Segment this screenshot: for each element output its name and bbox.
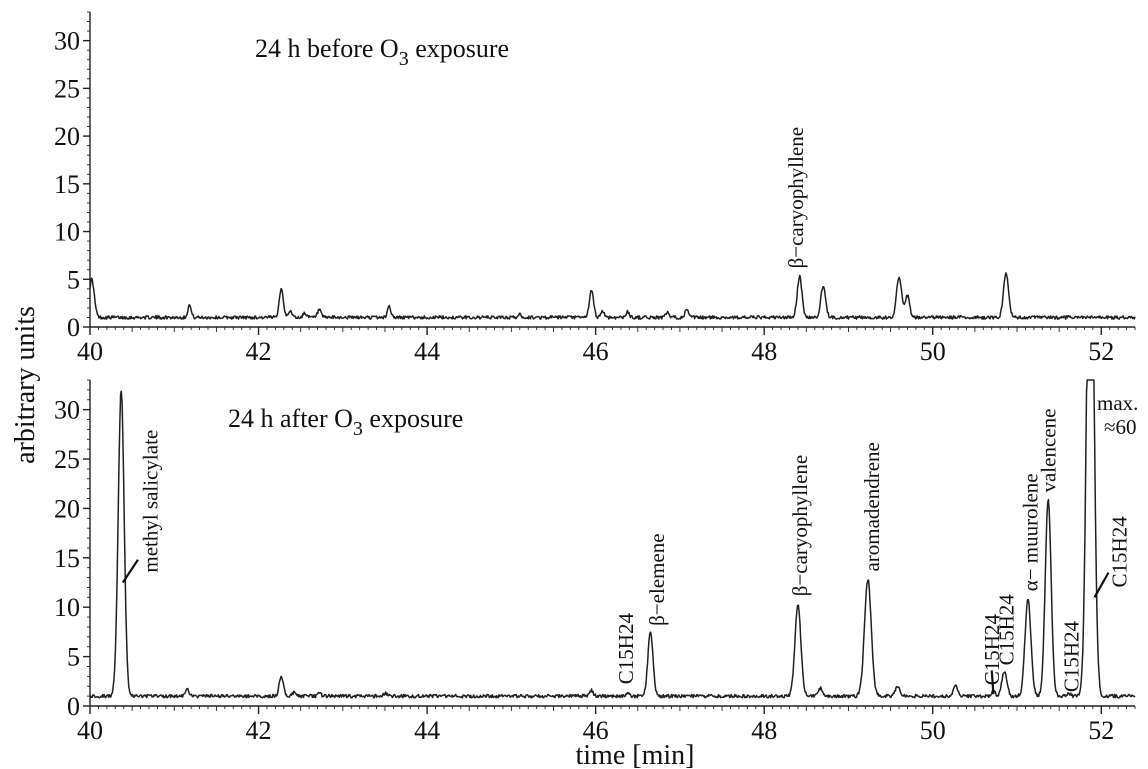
peak-label: α− muurolene <box>1018 473 1042 591</box>
x-tick-label: 52 <box>1088 716 1114 745</box>
peak-label: C15H24 <box>995 594 1019 666</box>
x-tick-label: 44 <box>414 337 440 366</box>
peak-label: C15H24 <box>1060 620 1084 692</box>
axes-top <box>83 11 1136 335</box>
peak-label: β−caryophyllene <box>788 455 812 596</box>
y-tick-label: 20 <box>54 122 80 151</box>
panel-before-exposure: 24 h before O3 exposure 0 5 10 15 20 25 30 40 42… <box>54 11 1136 366</box>
peak-annotations-bottom: methyl salicylate C15H24 β−elemene β−caryop… <box>121 409 1131 695</box>
y-tick-label: 0 <box>67 692 80 721</box>
x-axis-title: time [min] <box>576 740 695 769</box>
peak-label: aromadendrene <box>860 442 884 571</box>
peak-label: valencene <box>1037 409 1061 493</box>
trace-before-exposure <box>89 272 1136 320</box>
x-tick-label: 40 <box>77 716 103 745</box>
peak-label: C15H24 <box>1107 516 1131 588</box>
x-tick-label: 42 <box>246 716 272 745</box>
y-tick-label: 25 <box>54 74 80 103</box>
leader-line <box>1093 572 1110 598</box>
max-note-line2: ≈60 <box>1104 415 1137 439</box>
y-tick-label: 5 <box>67 643 80 672</box>
trace-after-exposure <box>89 379 1136 699</box>
y-tick-label: 30 <box>54 396 80 425</box>
peak-label: β−elemene <box>645 533 669 625</box>
panel-title-before: 24 h before O3 exposure <box>255 34 509 70</box>
x-tick-label: 50 <box>920 716 946 745</box>
peak-label: C15H24 <box>614 613 638 685</box>
peak-label: methyl salicylate <box>138 430 162 573</box>
peak-label: β−caryophyllene <box>784 127 808 268</box>
x-tick-label: 44 <box>414 716 440 745</box>
y-tick-label: 0 <box>67 313 80 342</box>
x-tick-label: 40 <box>77 337 103 366</box>
x-tick-label: 48 <box>751 337 777 366</box>
max-note-line1: max. <box>1097 391 1138 415</box>
x-tick-label: 48 <box>751 716 777 745</box>
axes-bottom <box>83 379 1136 714</box>
y-tick-label: 30 <box>54 27 80 56</box>
panel-after-exposure: 24 h after O3 exposure 0 5 10 15 20 25 30 40 42 4… <box>54 379 1138 745</box>
y-tick-label: 10 <box>54 218 80 247</box>
y-axis-title: arbitrary units <box>10 306 41 464</box>
y-tick-label: 15 <box>54 544 80 573</box>
leader-line <box>990 670 995 695</box>
tick-labels-top: 0 5 10 15 20 25 30 40 42 44 46 48 50 52 <box>54 27 1114 366</box>
tick-labels-bottom: 0 5 10 15 20 25 30 40 42 44 46 48 50 52 <box>54 396 1114 745</box>
peak-annotations-top: β−caryophyllene <box>784 127 808 268</box>
y-tick-label: 20 <box>54 494 80 523</box>
x-tick-label: 46 <box>583 716 609 745</box>
panel-title-after: 24 h after O3 exposure <box>228 404 463 440</box>
y-tick-label: 5 <box>67 265 80 294</box>
y-tick-label: 10 <box>54 593 80 622</box>
y-tick-label: 15 <box>54 170 80 199</box>
y-tick-label: 25 <box>54 445 80 474</box>
x-tick-label: 42 <box>246 337 272 366</box>
x-tick-label: 50 <box>920 337 946 366</box>
leader-line <box>121 559 139 584</box>
x-tick-label: 52 <box>1088 337 1114 366</box>
x-tick-label: 46 <box>583 337 609 366</box>
